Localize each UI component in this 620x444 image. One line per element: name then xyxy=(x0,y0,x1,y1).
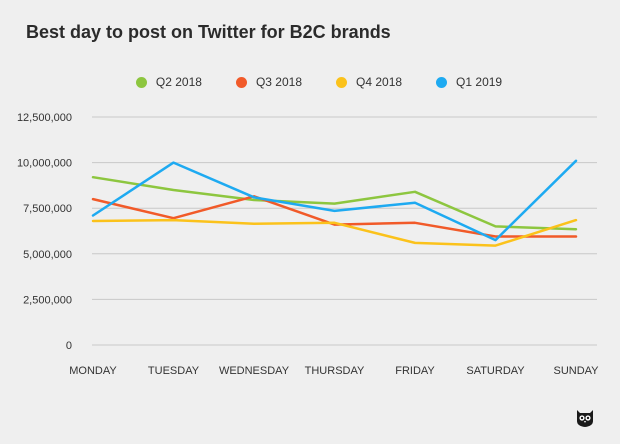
owl-icon xyxy=(577,410,593,427)
series-line-q4-2018[interactable] xyxy=(91,218,578,247)
legend-label-q2-2018: Q2 2018 xyxy=(155,75,202,89)
series-line-q3-2018[interactable] xyxy=(91,195,578,238)
y-axis-ticks: 0 2,500,000 5,000,000 7,500,000 10,000,000 12… xyxy=(17,112,72,352)
legend-item-q3-2018[interactable]: Q3 2018 xyxy=(235,75,302,89)
y-tick-label: 7,500,000 xyxy=(23,203,72,215)
y-tick-label: 10,000,000 xyxy=(17,158,72,170)
legend-item-q1-2019[interactable]: Q1 2019 xyxy=(436,75,502,89)
x-tick-label: FRIDAY xyxy=(395,365,435,377)
series-line-q1-2019[interactable] xyxy=(91,159,578,242)
legend-item-q2-2018[interactable]: Q2 2018 xyxy=(135,75,202,89)
x-tick-label: MONDAY xyxy=(69,365,117,377)
legend-item-q4-2018[interactable]: Q4 2018 xyxy=(336,75,402,89)
legend-label-q4-2018: Q4 2018 xyxy=(356,75,403,89)
legend-marker-q3-2018 xyxy=(235,76,247,88)
x-tick-label: SATURDAY xyxy=(466,365,525,377)
y-tick-label: 2,500,000 xyxy=(23,294,72,306)
x-axis-ticks: MONDAY TUESDAY WEDNESDAY THURSDAY FRIDAY SATU… xyxy=(69,365,599,377)
y-tick-label: 12,500,000 xyxy=(17,112,72,124)
gridlines xyxy=(92,116,597,346)
series-line-q2-2018[interactable] xyxy=(91,175,578,231)
legend-marker-q1-2019 xyxy=(436,76,448,88)
x-tick-label: TUESDAY xyxy=(148,365,200,377)
legend-label-q1-2019: Q1 2019 xyxy=(456,75,503,89)
series-lines xyxy=(91,159,578,247)
y-tick-label: 5,000,000 xyxy=(23,249,72,261)
x-tick-label: SUNDAY xyxy=(553,365,599,377)
legend: Q2 2018 Q3 2018 Q4 2018 Q1 2019 xyxy=(0,75,620,89)
y-tick-label: 0 xyxy=(66,340,72,352)
x-tick-label: THURSDAY xyxy=(305,365,365,377)
legend-label-q3-2018: Q3 2018 xyxy=(255,75,302,89)
x-tick-label: WEDNESDAY xyxy=(219,365,290,377)
legend-marker-q4-2018 xyxy=(336,76,347,88)
legend-marker-q2-2018 xyxy=(135,76,147,88)
chart-title: Best day to post on Twitter for B2C bran… xyxy=(26,22,391,42)
